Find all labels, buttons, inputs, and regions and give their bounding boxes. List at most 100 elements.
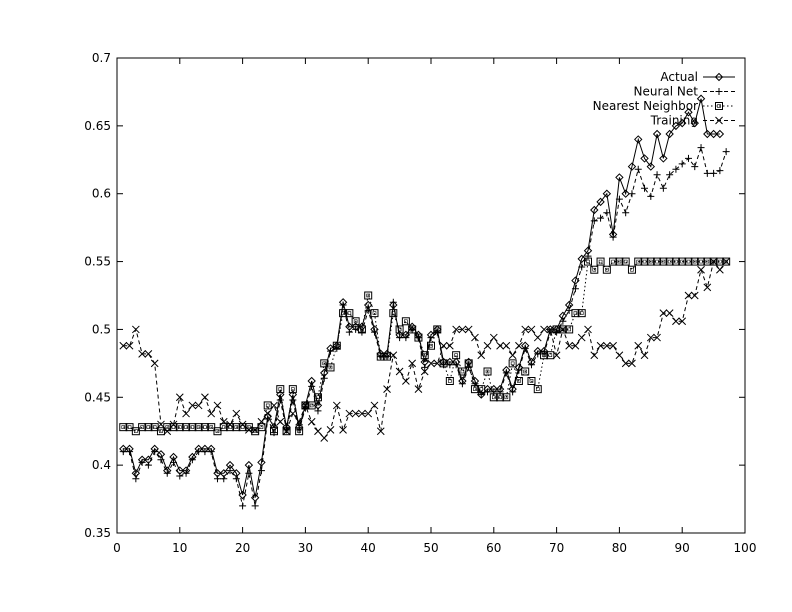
- data-point-inner: [190, 425, 195, 429]
- data-point: [458, 325, 467, 334]
- data-point: [546, 351, 555, 360]
- data-point: [691, 163, 699, 171]
- series-line: [123, 260, 727, 432]
- data-point: [621, 189, 630, 198]
- data-point: [452, 325, 460, 334]
- data-point: [138, 458, 146, 466]
- data-point: [201, 393, 209, 402]
- data-point-inner: [178, 425, 182, 429]
- data-point: [207, 448, 215, 456]
- data-point-inner: [661, 259, 666, 264]
- data-point-inner: [636, 259, 641, 264]
- x-tick-label: 0: [113, 541, 121, 555]
- data-point: [508, 351, 517, 360]
- data-point: [131, 427, 140, 436]
- data-point: [715, 257, 724, 266]
- data-point: [628, 359, 636, 368]
- data-point: [188, 456, 196, 464]
- data-point: [634, 257, 643, 266]
- data-point: [314, 427, 322, 436]
- data-point: [282, 427, 291, 436]
- data-point: [226, 467, 234, 475]
- data-point: [408, 359, 417, 368]
- data-point-inner: [316, 395, 320, 400]
- data-point: [308, 382, 316, 390]
- data-point: [559, 317, 567, 325]
- legend-label: Neural Net: [634, 85, 699, 99]
- data-point: [151, 448, 159, 456]
- data-point-inner: [322, 361, 327, 366]
- data-point: [540, 325, 548, 334]
- data-point-inner: [573, 311, 578, 315]
- data-point: [333, 344, 341, 352]
- data-point: [250, 493, 260, 502]
- data-point: [452, 361, 460, 369]
- data-point: [684, 108, 693, 117]
- data-point: [565, 325, 574, 334]
- data-point: [690, 291, 699, 300]
- data-point-inner: [297, 429, 301, 434]
- data-point: [596, 341, 605, 350]
- data-point: [533, 385, 542, 394]
- data-point: [684, 257, 693, 266]
- data-point: [138, 423, 147, 432]
- x-tick-label: 30: [298, 541, 313, 555]
- data-point: [514, 377, 523, 385]
- data-point: [458, 367, 467, 376]
- data-point: [458, 380, 466, 388]
- data-point: [370, 328, 378, 336]
- data-point: [697, 257, 706, 266]
- data-point-inner: [586, 259, 590, 264]
- data-point: [483, 367, 492, 376]
- data-point-inner: [623, 259, 628, 264]
- legend-marker: [714, 72, 724, 82]
- data-point: [245, 469, 253, 477]
- data-point: [640, 154, 649, 163]
- data-point-inner: [228, 425, 232, 429]
- data-point: [445, 377, 454, 385]
- data-point: [646, 257, 655, 266]
- data-point: [144, 423, 153, 432]
- data-point: [690, 257, 699, 266]
- data-point-inner: [435, 327, 440, 332]
- data-point-inner: [196, 425, 201, 429]
- data-point-inner: [479, 387, 484, 391]
- data-point: [351, 317, 360, 326]
- data-point: [200, 423, 209, 432]
- data-point: [232, 409, 241, 418]
- data-point-inner: [473, 387, 477, 391]
- data-point-inner: [485, 369, 490, 374]
- data-point-inner: [724, 259, 728, 264]
- data-point: [351, 409, 360, 418]
- data-point: [527, 361, 535, 369]
- data-point: [709, 257, 718, 266]
- data-point-inner: [422, 353, 427, 358]
- data-point: [201, 448, 209, 456]
- data-point: [471, 333, 479, 342]
- data-point: [502, 369, 510, 377]
- data-point: [627, 162, 637, 171]
- data-point: [433, 359, 442, 368]
- data-point-inner: [397, 327, 402, 332]
- data-point: [232, 475, 240, 483]
- data-point-inner: [259, 425, 264, 429]
- data-point: [571, 341, 580, 350]
- series-layer: [119, 94, 731, 510]
- data-point: [370, 401, 379, 410]
- data-point: [339, 426, 347, 434]
- data-point-inner: [554, 327, 559, 332]
- data-point: [345, 309, 354, 318]
- data-point: [345, 328, 353, 336]
- x-tick-label: 10: [172, 541, 187, 555]
- data-point: [244, 460, 254, 470]
- legend-label: Nearest Neighbor: [593, 99, 698, 113]
- data-point-inner: [680, 259, 685, 264]
- data-point: [653, 171, 661, 179]
- y-tick-label: 0.4: [92, 458, 111, 472]
- data-point-inner: [134, 429, 138, 434]
- data-point: [590, 351, 599, 360]
- data-point: [445, 341, 454, 350]
- data-point: [697, 144, 705, 152]
- data-point-inner: [598, 259, 603, 264]
